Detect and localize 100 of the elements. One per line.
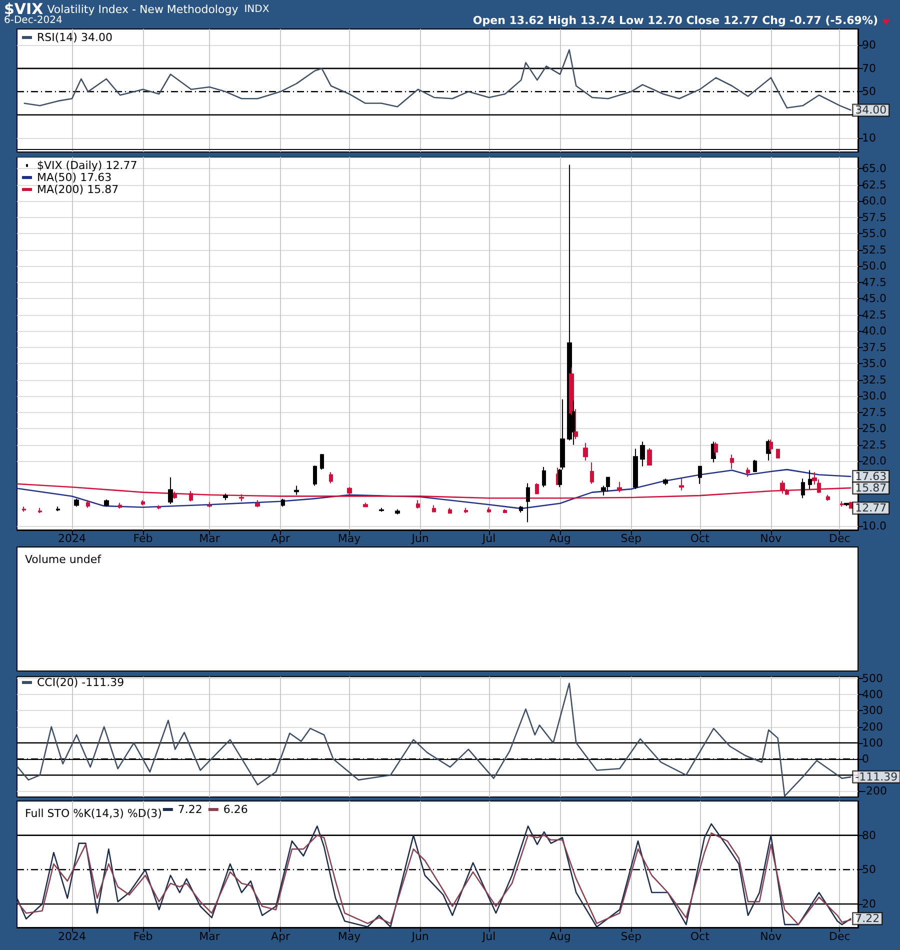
candlestick: [22, 506, 26, 512]
candlestick: [157, 504, 161, 510]
y-tick-label: 27.5: [862, 406, 886, 419]
candlestick: [808, 470, 812, 490]
y-tick-label: 30.0: [862, 390, 886, 403]
y-tick-label: 37.5: [862, 340, 886, 354]
candlestick: [464, 507, 468, 514]
annotation: 12.77: [855, 502, 887, 515]
candlestick: [647, 448, 652, 466]
candlestick: [826, 494, 830, 502]
y-tick-label: 10.0: [862, 520, 886, 533]
x-tick-label: Mar: [199, 532, 220, 545]
legend-label: $VIX (Daily) 12.77: [37, 159, 138, 172]
text: 6-Dec-2024: [4, 15, 62, 26]
y-tick-label: 65.0: [862, 162, 886, 176]
y-tick-label: 100: [862, 736, 883, 750]
candlestick: [840, 500, 844, 508]
candlestick: [118, 502, 122, 510]
x-tick-label: Dec: [829, 532, 850, 545]
candlestick: [223, 493, 228, 501]
candlestick: [395, 508, 400, 515]
x-tick-label: 2024: [58, 532, 86, 545]
x-tick-label: Feb: [133, 930, 153, 943]
y-tick-label: 60.0: [862, 194, 886, 208]
chart-title: $VIX: [4, 0, 44, 18]
candlestick: [168, 476, 173, 505]
candlestick: [640, 441, 645, 467]
text: INDX: [244, 4, 270, 15]
y-tick-label: 400: [862, 688, 883, 702]
candlestick: [730, 454, 734, 470]
candlestick: [313, 465, 317, 486]
legend-label: MA(200) 15.87: [37, 183, 119, 196]
text: Open 13.62 High 13.74 Low 12.70 Close 12.77 Chg -0.77 (-5.69%): [472, 14, 878, 27]
candlestick: [503, 508, 507, 514]
candlestick: [746, 467, 750, 478]
y-tick-label: 90: [862, 38, 876, 52]
x-tick-label: Sep: [620, 930, 642, 943]
candlestick: [38, 507, 42, 514]
candlestick: [281, 498, 285, 508]
candlestick: [379, 507, 384, 512]
candlestick: [769, 439, 773, 453]
x-tick-label: Feb: [133, 532, 153, 545]
text: Full STO %K(14,3) %D(3): [25, 807, 162, 820]
x-tick-label: Aug: [549, 532, 571, 545]
candlestick: [753, 459, 757, 473]
candlestick: [776, 448, 780, 460]
y-tick-label: 20: [862, 897, 876, 910]
candlestick: [542, 466, 546, 488]
candlestick: [74, 498, 79, 508]
y-tick-label: 50: [862, 863, 876, 876]
candlestick: [320, 453, 324, 470]
x-tick-label: Jun: [410, 532, 429, 545]
candlestick: [663, 478, 668, 486]
y-tick-label: 300: [862, 704, 883, 718]
candlestick: [583, 442, 588, 461]
y-tick-label: 55.0: [862, 227, 886, 240]
candlestick: [574, 408, 578, 440]
candlestick: [801, 478, 805, 499]
candlestick: [347, 486, 352, 496]
x-tick-label: 2024: [58, 930, 86, 943]
x-tick-label: Apr: [271, 930, 291, 943]
y-tick-label: 0: [862, 752, 869, 766]
y-tick-label: 22.5: [862, 438, 886, 452]
candlestick: [56, 506, 60, 512]
x-tick-label: Aug: [549, 930, 571, 943]
candlestick: [255, 500, 260, 508]
y-tick-label: 52.5: [862, 243, 886, 256]
annotation: 15.87: [855, 481, 887, 494]
candlestick: [535, 482, 539, 495]
candlestick: [679, 478, 684, 491]
candlestick: [86, 500, 90, 508]
y-tick-label: 50: [862, 85, 876, 98]
candlestick: [141, 500, 145, 506]
x-tick-label: Jul: [481, 532, 496, 545]
y-tick-label: 62.5: [862, 178, 886, 192]
candlestick: [487, 506, 491, 513]
x-tick-label: Apr: [271, 532, 291, 545]
x-tick-label: Dec: [829, 930, 850, 943]
candlestick: [698, 466, 702, 484]
candlestick: [363, 502, 368, 508]
y-tick-label: -200: [862, 784, 887, 798]
candlestick: [844, 502, 849, 506]
x-tick-label: Jul: [481, 930, 496, 943]
y-tick-label: 500: [862, 672, 883, 685]
candlestick: [617, 481, 622, 493]
legend-label: MA(50) 17.63: [37, 171, 112, 184]
x-tick-label: May: [338, 930, 362, 943]
candlestick: [448, 507, 452, 514]
annotation: 17.63: [855, 470, 887, 484]
candlestick: [526, 482, 530, 523]
x-tick-label: May: [338, 532, 362, 545]
text: Volume undef: [25, 553, 102, 566]
x-tick-label: Jun: [410, 930, 429, 943]
candlestick: [294, 485, 299, 496]
y-tick-label: 45.0: [862, 292, 886, 306]
candlestick: [633, 448, 638, 490]
legend-label: RSI(14) 34.00: [37, 31, 112, 44]
candlestick: [432, 504, 436, 512]
legend-label: CCI(20) -111.39: [37, 676, 124, 689]
candlestick: [329, 472, 333, 484]
